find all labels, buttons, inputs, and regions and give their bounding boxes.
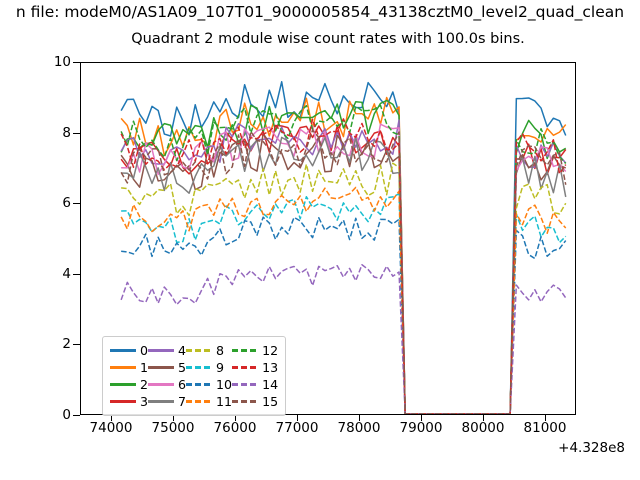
- legend-row: 0 4 8 12: [110, 342, 278, 359]
- legend-swatch-0: [110, 342, 140, 359]
- y-tick-label: 6: [62, 195, 71, 212]
- series-line-4: [120, 119, 567, 414]
- x-tick-mark: [545, 414, 547, 421]
- figure-suptitle: n file: modeM0/AS1A09_107T01_9000005854_…: [0, 2, 640, 22]
- legend-label-1: 1: [140, 360, 149, 375]
- legend-row: 2 6 10 14: [110, 376, 278, 393]
- series-line-15: [120, 129, 567, 414]
- legend-swatch-12: [232, 342, 262, 359]
- legend-line-sample: [186, 383, 213, 386]
- x-tick-label: 81000: [523, 420, 567, 436]
- legend-label-7: 7: [178, 394, 187, 409]
- legend-line-sample: [186, 400, 213, 403]
- x-tick-mark: [111, 414, 113, 421]
- legend-label-15: 15: [262, 394, 279, 409]
- legend-line-sample: [148, 349, 175, 352]
- y-tick-mark: [72, 273, 80, 275]
- legend-label-13: 13: [262, 360, 279, 375]
- chart-legend[interactable]: 0 4 8 12 1 5 9 13 2 6 10 14 3 7 11 15: [102, 336, 287, 416]
- legend-line-sample: [148, 400, 175, 403]
- legend-swatch-15: [232, 393, 262, 410]
- x-tick-mark: [297, 414, 299, 421]
- x-tick-label: 77000: [275, 420, 319, 436]
- legend-label-12: 12: [262, 343, 279, 358]
- legend-swatch-1: [110, 359, 140, 376]
- y-tick-mark: [72, 203, 80, 205]
- legend-label-8: 8: [216, 343, 225, 358]
- legend-label-4: 4: [178, 343, 187, 358]
- legend-row: 3 7 11 15: [110, 393, 278, 410]
- legend-line-sample: [232, 366, 259, 369]
- y-tick-label: 2: [62, 336, 71, 353]
- legend-line-sample: [186, 366, 213, 369]
- x-axis-offset-label: +4.328e8: [558, 440, 625, 456]
- legend-swatch-7: [148, 393, 178, 410]
- legend-line-sample: [232, 383, 259, 386]
- y-tick-mark: [72, 132, 80, 134]
- legend-swatch-2: [110, 376, 140, 393]
- legend-swatch-8: [186, 342, 216, 359]
- series-line-5: [120, 132, 567, 414]
- x-tick-label: 79000: [399, 420, 443, 436]
- legend-label-10: 10: [216, 377, 233, 392]
- y-tick-mark: [72, 62, 80, 64]
- x-tick-mark: [421, 414, 423, 421]
- legend-line-sample: [110, 366, 136, 369]
- legend-line-sample: [148, 366, 175, 369]
- x-tick-mark: [483, 414, 485, 421]
- legend-line-sample: [232, 400, 259, 403]
- series-line-9: [121, 192, 567, 414]
- legend-line-sample: [148, 383, 175, 386]
- y-tick-label: 10: [53, 54, 71, 70]
- legend-swatch-6: [148, 376, 178, 393]
- x-tick-label: 80000: [461, 420, 505, 436]
- x-tick-mark: [359, 414, 361, 421]
- series-line-1: [120, 96, 567, 414]
- legend-line-sample: [110, 383, 136, 386]
- legend-swatch-11: [186, 393, 216, 410]
- x-tick-mark: [235, 414, 237, 421]
- x-tick-mark: [173, 414, 175, 421]
- legend-swatch-4: [148, 342, 178, 359]
- series-line-0: [120, 81, 567, 414]
- series-line-6: [121, 123, 567, 414]
- series-canvas: [120, 81, 567, 414]
- y-tick-label: 4: [62, 265, 71, 282]
- x-tick-label: 76000: [213, 420, 257, 436]
- legend-label-11: 11: [216, 394, 233, 409]
- legend-label-3: 3: [140, 394, 149, 409]
- legend-line-sample: [232, 349, 259, 352]
- suptitle-text: n file: modeM0/AS1A09_107T01_9000005854_…: [15, 3, 625, 21]
- axes-title: Quadrant 2 module wise count rates with …: [131, 31, 525, 47]
- x-tick-label: 75000: [151, 420, 195, 436]
- series-line-10: [121, 216, 567, 414]
- legend-label-9: 9: [216, 360, 225, 375]
- y-tick-mark: [72, 344, 80, 346]
- legend-label-6: 6: [178, 377, 187, 392]
- legend-line-sample: [110, 400, 136, 403]
- legend-swatch-10: [186, 376, 216, 393]
- legend-table: 0 4 8 12 1 5 9 13 2 6 10 14 3 7 11 15: [110, 342, 278, 410]
- legend-swatch-13: [232, 359, 262, 376]
- legend-label-2: 2: [140, 377, 149, 392]
- legend-row: 1 5 9 13: [110, 359, 278, 376]
- x-tick-label: 78000: [337, 420, 381, 436]
- legend-swatch-3: [110, 393, 140, 410]
- legend-label-14: 14: [262, 377, 279, 392]
- y-tick-label: 8: [62, 124, 71, 141]
- y-tick-label: 0: [62, 407, 71, 423]
- legend-line-sample: [110, 349, 136, 352]
- legend-swatch-9: [186, 359, 216, 376]
- legend-swatch-14: [232, 376, 262, 393]
- x-tick-label: 74000: [89, 420, 133, 436]
- series-line-2: [120, 99, 567, 414]
- legend-line-sample: [186, 349, 213, 352]
- legend-label-0: 0: [140, 343, 149, 358]
- legend-label-5: 5: [178, 360, 187, 375]
- series-line-8: [121, 162, 567, 414]
- y-tick-mark: [72, 415, 80, 417]
- legend-swatch-5: [148, 359, 178, 376]
